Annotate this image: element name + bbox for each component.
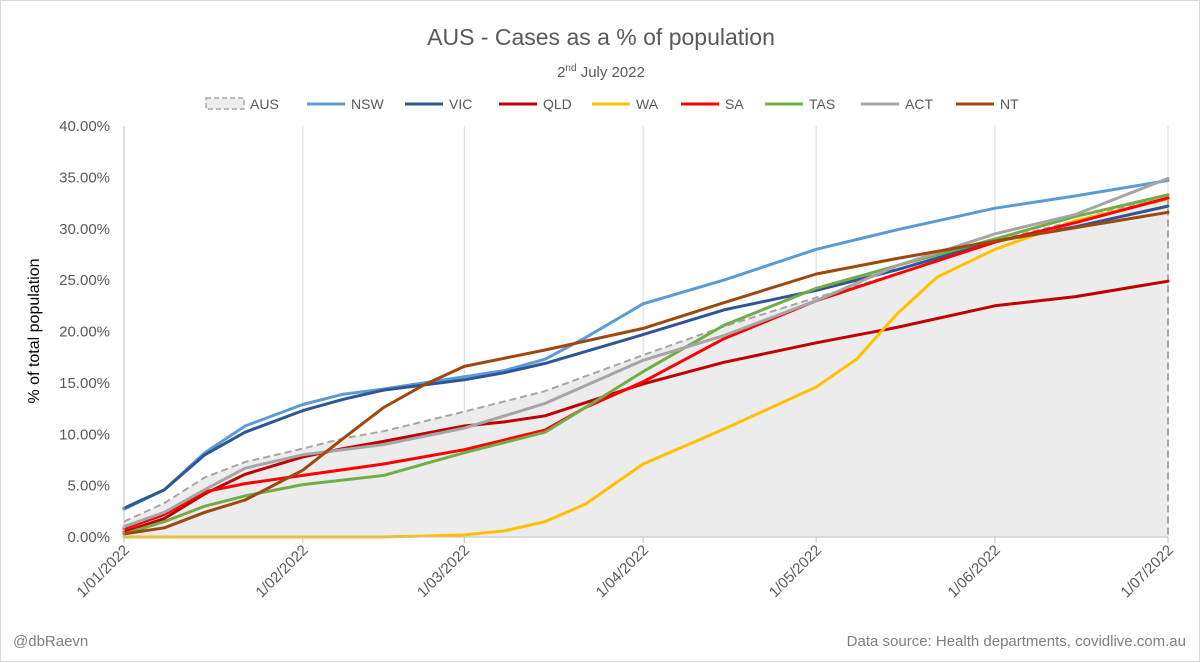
chart-subtitle: 2nd July 2022 [557,63,645,81]
chart-title: AUS - Cases as a % of population [427,24,775,50]
legend-label-aus: AUS [250,96,279,112]
subtitle-suffix: nd [565,63,576,74]
y-axis-title: % of total population [26,259,43,404]
legend: AUS NSW VIC QLD WA SA TAS ACT NT [205,96,1019,112]
legend-label-nsw: NSW [351,96,384,112]
x-tick-label: 1/05/2022 [766,542,825,601]
legend-label-tas: TAS [809,96,835,112]
area-layer [123,193,1169,538]
legend-label-wa: WA [636,96,659,112]
x-tick-label: 1/02/2022 [252,542,311,601]
legend-label-sa: SA [725,96,744,112]
x-tick-label: 1/07/2022 [1118,542,1177,601]
footer-source: Data source: Health departments, covidli… [847,633,1186,650]
y-tick-label: 20.00% [59,324,110,341]
series-line-vic [122,204,1170,510]
subtitle-day: 2 [557,64,565,81]
y-tick-label: 25.00% [59,272,110,289]
series-line-nt [122,210,1170,536]
legend-label-nt: NT [1000,96,1019,112]
y-tick-label: 15.00% [59,375,110,392]
y-tick-label: 10.00% [59,426,110,443]
series-line-wa [122,197,1170,539]
y-tick-label: 30.00% [59,221,110,238]
legend-label-act: ACT [905,96,933,112]
x-tick-label: 1/06/2022 [945,542,1004,601]
x-tick-label: 1/03/2022 [414,542,473,601]
legend-label-qld: QLD [543,96,572,112]
y-tick-label: 5.00% [67,478,110,495]
footer-credit: @dbRaevn [13,633,88,650]
series-line-aus [123,193,1169,537]
series-line-qld [122,279,1170,534]
legend-swatch-aus [205,97,245,110]
x-tick-label: 1/01/2022 [74,542,133,601]
series-lines [122,176,1170,539]
x-tick-label: 1/04/2022 [593,542,652,601]
series-line-tas [122,193,1170,536]
subtitle-date: July 2022 [577,64,645,81]
series-line-nsw [122,179,1170,511]
legend-label-vic: VIC [449,96,472,112]
y-tick-label: 40.00% [59,118,110,135]
y-tick-label: 0.00% [67,529,110,546]
series-area-aus [124,194,1168,538]
y-tick-label: 35.00% [59,169,110,186]
